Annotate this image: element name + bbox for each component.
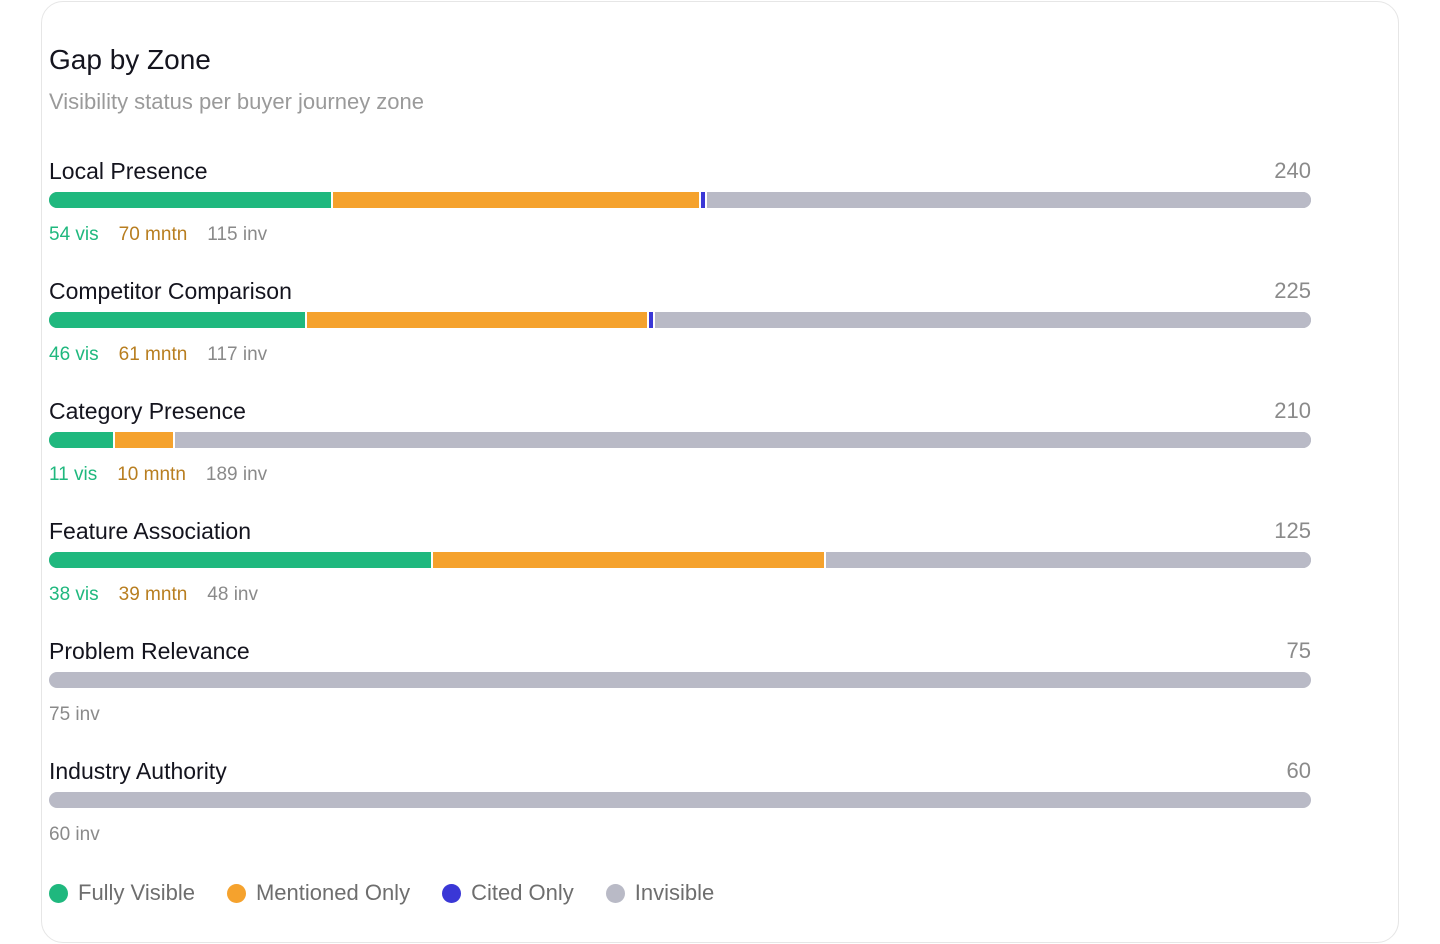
zone-row: Problem Relevance 75 75 inv [49,638,1311,738]
bar-segment-mentioned [115,432,176,448]
count-invisible: 48 inv [207,584,258,605]
zone-row: Feature Association 125 38 vis 39 mntn 48 in… [49,518,1311,618]
zone-counts: 54 vis 70 mntn 115 inv [49,224,267,246]
count-visible: 46 vis [49,344,99,365]
bar-segment-visible [49,192,333,208]
chart-subtitle: Visibility status per buyer journey zone [49,89,425,114]
legend-label: Fully Visible [78,880,195,905]
zone-total: 60 [1286,758,1311,783]
bar-segment-invisible [706,192,1311,208]
zone-counts: 75 inv [49,704,100,726]
bar-segment-invisible [175,432,1311,448]
legend-item: Cited Only [442,880,574,906]
bar-segment-mentioned [432,552,827,568]
legend-label: Mentioned Only [255,880,411,905]
zone-row: Category Presence 210 11 vis 10 mntn 189 inv [49,398,1311,498]
stacked-bar [49,672,1311,688]
legend-label: Cited Only [471,880,574,905]
bar-segment-visible [49,432,116,448]
zone-row: Competitor Comparison 225 46 vis 61 mntn 117… [49,278,1311,378]
legend-item: Invisible [605,880,715,906]
bar-segment-visible [49,312,307,328]
stacked-bar [49,792,1311,808]
legend-dot-icon [605,883,625,903]
count-mentioned: 70 mntn [118,224,188,245]
count-mentioned: 61 mntn [118,344,188,365]
zone-name: Problem Relevance [49,638,250,664]
legend: Fully Visible Mentioned Only Cited Only Inv… [49,880,714,906]
zone-counts: 60 inv [49,824,100,846]
legend-item: Mentioned Only [226,880,411,906]
bar-segment-cited [700,192,707,208]
zone-total: 210 [1274,398,1311,423]
zone-total: 75 [1286,638,1311,663]
bar-segment-mentioned [332,192,701,208]
bar-segment-invisible [654,312,1311,328]
count-mentioned: 39 mntn [118,584,188,605]
bar-segment-invisible [49,672,1311,688]
count-visible: 54 vis [49,224,99,245]
bar-segment-invisible [49,792,1311,808]
count-invisible: 115 inv [207,224,268,245]
zone-counts: 11 vis 10 mntn 189 inv [49,464,267,486]
legend-item: Fully Visible [49,880,195,906]
legend-label: Invisible [634,880,715,905]
legend-dot-icon [49,883,68,903]
zone-name: Competitor Comparison [49,278,292,304]
count-mentioned: 10 mntn [117,464,186,485]
zone-total: 125 [1274,518,1311,543]
count-visible: 11 vis [49,464,98,485]
zone-name: Industry Authority [49,758,227,784]
count-invisible: 60 inv [49,824,100,845]
gap-by-zone-card [41,1,1399,943]
zone-total: 240 [1274,158,1311,183]
count-invisible: 75 inv [49,704,100,725]
bar-segment-visible [49,552,433,568]
zone-row: Industry Authority 60 60 inv [49,758,1311,858]
stacked-bar [49,192,1311,208]
stacked-bar [49,552,1311,568]
zone-counts: 46 vis 61 mntn 117 inv [49,344,267,366]
bar-segment-mentioned [306,312,649,328]
count-invisible: 117 inv [207,344,268,365]
zone-total: 225 [1274,278,1311,303]
legend-dot-icon [226,883,246,903]
chart-title: Gap by Zone [49,44,211,75]
stacked-bar [49,432,1311,448]
count-invisible: 189 inv [205,464,268,485]
stacked-bar [49,312,1311,328]
bar-segment-cited [648,312,655,328]
bar-segment-invisible [826,552,1311,568]
zone-name: Local Presence [49,158,208,184]
zone-row: Local Presence 240 54 vis 70 mntn 115 inv [49,158,1311,258]
count-visible: 38 vis [49,584,99,605]
zone-counts: 38 vis 39 mntn 48 inv [49,584,258,606]
legend-dot-icon [442,883,462,903]
zone-name: Feature Association [49,518,252,544]
zone-name: Category Presence [49,398,246,424]
